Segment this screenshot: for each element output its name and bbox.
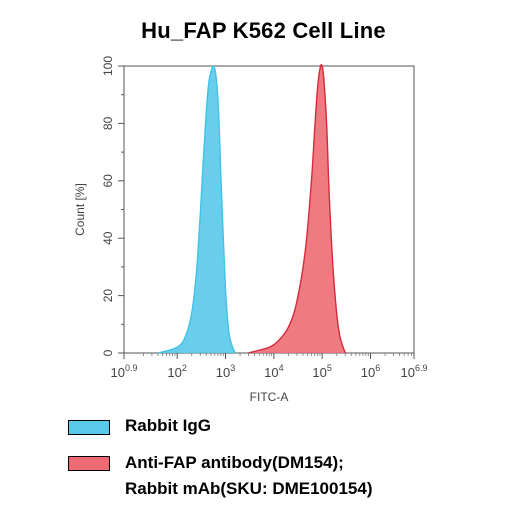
data-point-rabbit-igg-2 [185, 335, 186, 336]
series-area-anti-fap [248, 64, 346, 353]
legend-item-rabbit-igg: Rabbit IgG [68, 414, 508, 438]
y-tick-label-100: 100 [101, 56, 115, 76]
data-point-rabbit-igg-11 [214, 68, 215, 69]
data-point-rabbit-igg-10 [212, 65, 213, 66]
plot-frame [123, 65, 415, 354]
data-point-anti-fap-1 [259, 350, 260, 351]
data-point-anti-fap-4 [288, 327, 289, 328]
data-point-rabbit-igg-3 [191, 312, 192, 313]
data-point-rabbit-igg-17 [225, 289, 226, 290]
data-point-rabbit-igg-5 [200, 215, 201, 216]
legend-swatch-rabbit-igg [68, 420, 110, 435]
data-point-rabbit-igg-12 [216, 80, 217, 81]
data-point-rabbit-igg-1 [177, 347, 178, 348]
data-point-rabbit-igg-8 [208, 83, 209, 84]
data-point-anti-fap-11 [322, 65, 323, 66]
data-point-rabbit-igg-20 [232, 347, 233, 348]
data-point-rabbit-igg-7 [206, 111, 207, 112]
x-tick-label-5: 106 [361, 363, 380, 380]
chart-title: Hu_FAP K562 Cell Line [141, 18, 386, 43]
x-tick-label-6: 106.9 [401, 363, 428, 380]
data-point-rabbit-igg-4 [196, 272, 197, 273]
data-point-rabbit-igg-15 [220, 174, 221, 175]
data-point-rabbit-igg-6 [203, 157, 204, 158]
x-tick-label-2: 103 [216, 363, 235, 380]
data-point-rabbit-igg-13 [217, 100, 218, 101]
data-point-anti-fap-3 [277, 341, 278, 342]
x-tick-label-4: 105 [312, 363, 331, 380]
series-line-rabbit-igg [157, 65, 236, 354]
data-point-rabbit-igg-18 [227, 318, 228, 319]
data-point-anti-fap-13 [326, 129, 327, 130]
y-tick-label-20: 20 [101, 289, 115, 303]
y-tick-label-0: 0 [101, 349, 115, 356]
data-point-anti-fap-8 [314, 129, 315, 130]
data-point-anti-fap-14 [329, 195, 330, 196]
y-tick-label-80: 80 [101, 116, 115, 130]
chart-legend: Rabbit IgG Anti-FAP antibody(DM154); Rab… [68, 414, 508, 498]
data-point-anti-fap-15 [333, 272, 334, 273]
y-axis-title: Count [%] [73, 183, 87, 236]
series-area-rabbit-igg [157, 65, 236, 354]
data-point-anti-fap-16 [338, 329, 339, 330]
data-point-rabbit-igg-9 [210, 71, 211, 72]
legend-swatch-anti-fap [68, 456, 110, 471]
data-point-anti-fap-5 [296, 301, 297, 302]
data-point-anti-fap-12 [324, 83, 325, 84]
series-line-anti-fap [248, 63, 346, 354]
x-axis-title: FITC-A [250, 390, 289, 404]
y-tick-label-60: 60 [101, 174, 115, 188]
x-tick-label-0: 100.9 [111, 363, 138, 380]
x-tick-label-3: 104 [264, 363, 283, 380]
data-point-anti-fap-10 [319, 68, 320, 69]
data-point-anti-fap-9 [317, 88, 318, 89]
data-point-rabbit-igg-21 [235, 352, 236, 353]
data-point-rabbit-igg-14 [219, 134, 220, 135]
data-point-anti-fap-6 [305, 249, 306, 250]
legend-label-rabbit-igg: Rabbit IgG [125, 416, 211, 435]
data-point-anti-fap-2 [269, 347, 270, 348]
data-point-rabbit-igg-16 [223, 238, 224, 239]
x-tick-label-1: 102 [167, 363, 186, 380]
legend-item-anti-fap: Anti-FAP antibody(DM154); Rabbit mAb(SKU… [68, 450, 508, 498]
y-tick-label-40: 40 [101, 231, 115, 245]
legend-label-anti-fap: Anti-FAP antibody(DM154); Rabbit mAb(SKU… [125, 453, 373, 498]
data-point-anti-fap-7 [311, 180, 312, 181]
data-point-rabbit-igg-19 [229, 335, 230, 336]
